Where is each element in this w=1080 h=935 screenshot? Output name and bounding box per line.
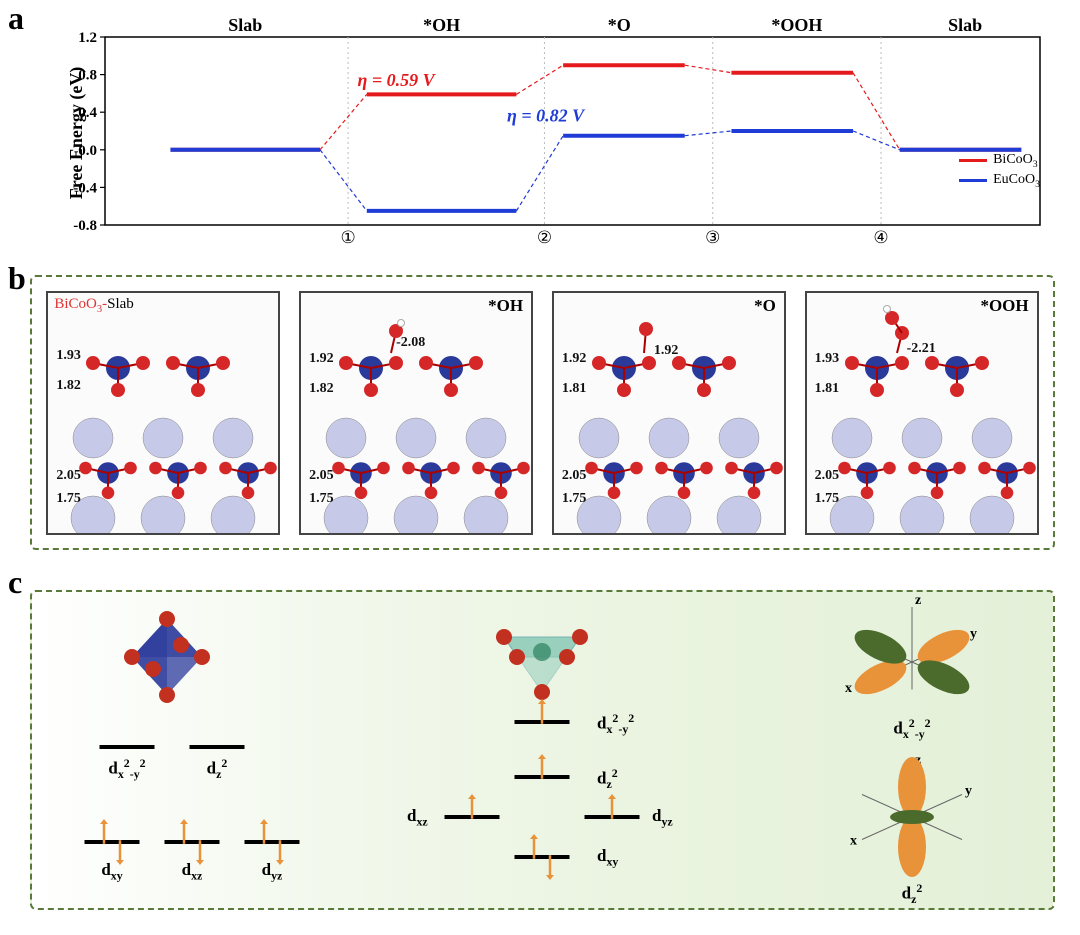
svg-text:④: ④ [873,228,888,247]
svg-text:η = 0.59 V: η = 0.59 V [357,70,436,90]
legend: BiCoO3 EuCoO3 [959,150,1040,192]
panel-c-orbital-diagrams: dx2-y2dz2dxydxzdyzdx2-y2dz2dxzdyzdxyzxyd… [30,590,1055,910]
structure-box-0: BiCoO3-Slab1.931.822.051.75 [46,291,280,535]
svg-text:η = 0.82 V: η = 0.82 V [507,106,586,126]
svg-text:③: ③ [705,228,720,247]
svg-text:①: ① [340,228,355,247]
structure-box-3: *OOH1.93-2.211.812.051.75 [805,291,1039,535]
structure-box-2: *O1.921.921.812.051.75 [552,291,786,535]
legend-bicoo3: BiCoO3 [993,152,1038,170]
panel-label-c: c [8,564,22,601]
svg-text:x: x [845,681,852,696]
svg-text:1.2: 1.2 [78,30,97,46]
svg-text:Slab: Slab [228,15,262,35]
svg-text:②: ② [537,228,552,247]
panel-c-svg: dx2-y2dz2dxydxzdyzdx2-y2dz2dxzdyzdxyzxyd… [32,592,1057,912]
legend-eucoo3: EuCoO3 [993,172,1040,190]
svg-text:*OH: *OH [423,15,460,35]
panel-label-a: a [8,0,24,37]
svg-text:*O: *O [608,15,631,35]
chart-a-svg: -0.8-0.40.00.40.81.2Slab*OH*O*OOHSlab①②③… [50,15,1050,250]
y-axis-label: Free Energy (eV) [66,66,87,199]
panel-b-structures: BiCoO3-Slab1.931.822.051.75*OH1.92-2.081… [30,275,1055,550]
structure-box-1: *OH1.92-2.081.822.051.75 [299,291,533,535]
svg-text:x: x [850,834,857,849]
svg-text:y: y [970,626,977,641]
svg-text:y: y [965,784,972,799]
panel-label-b: b [8,260,26,297]
svg-text:z: z [915,593,921,608]
svg-text:-0.8: -0.8 [73,218,97,234]
panel-a-free-energy-chart: Free Energy (eV) -0.8-0.40.00.40.81.2Sla… [50,15,1050,250]
svg-text:*OOH: *OOH [771,15,822,35]
svg-text:Slab: Slab [948,15,982,35]
